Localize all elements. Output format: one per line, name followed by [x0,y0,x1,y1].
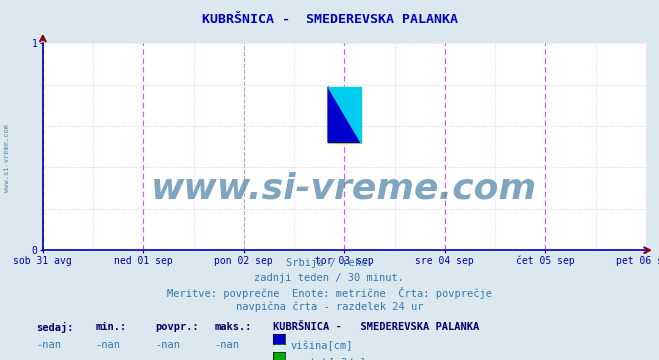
Text: višina[cm]: višina[cm] [291,340,353,351]
Text: KUBRŠNICA -   SMEDEREVSKA PALANKA: KUBRŠNICA - SMEDEREVSKA PALANKA [273,322,480,332]
Text: www.si-vreme.com: www.si-vreme.com [152,171,537,205]
Polygon shape [328,87,361,143]
Text: -nan: -nan [36,358,61,360]
Text: KUBRŠNICA -  SMEDEREVSKA PALANKA: KUBRŠNICA - SMEDEREVSKA PALANKA [202,13,457,26]
Text: sedaj:: sedaj: [36,322,74,333]
Text: Meritve: povprečne  Enote: metrične  Črta: povprečje: Meritve: povprečne Enote: metrične Črta:… [167,287,492,299]
Text: -nan: -nan [96,358,121,360]
Text: Srbija / reke.: Srbija / reke. [286,258,373,268]
Text: -nan: -nan [214,358,239,360]
Text: maks.:: maks.: [214,322,252,332]
Text: pretok[m3/s]: pretok[m3/s] [291,358,366,360]
Text: povpr.:: povpr.: [155,322,198,332]
Text: navpična črta - razdelek 24 ur: navpična črta - razdelek 24 ur [236,301,423,312]
Text: -nan: -nan [214,340,239,350]
Text: min.:: min.: [96,322,127,332]
Text: www.si-vreme.com: www.si-vreme.com [3,125,10,192]
Text: -nan: -nan [36,340,61,350]
Text: -nan: -nan [96,340,121,350]
Bar [328,87,361,143]
Polygon shape [328,87,361,143]
Text: -nan: -nan [155,340,180,350]
Text: zadnji teden / 30 minut.: zadnji teden / 30 minut. [254,273,405,283]
Text: -nan: -nan [155,358,180,360]
